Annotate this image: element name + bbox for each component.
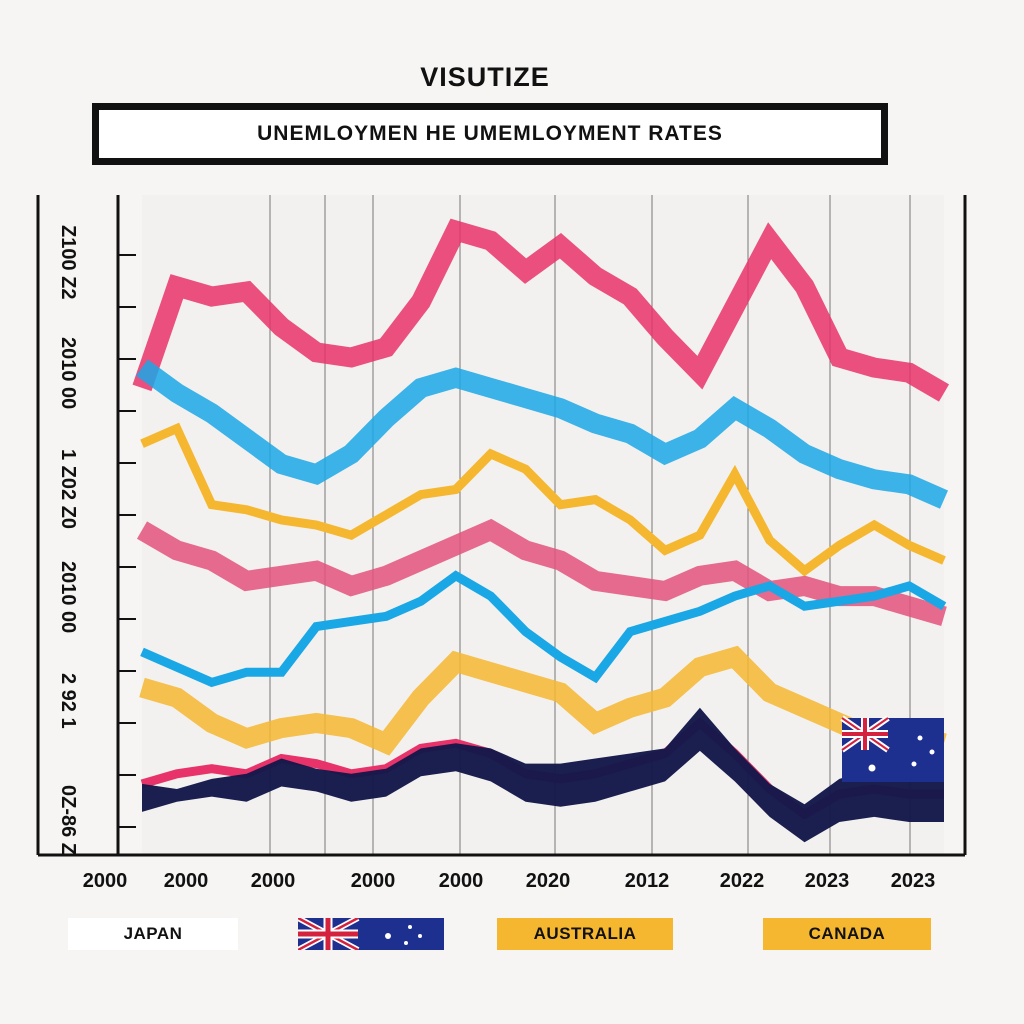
x-tick-label: 2022 [720,870,765,892]
flag-star [868,764,876,772]
chart-flag-australia [840,715,944,782]
x-tick-label: 2000 [164,870,209,892]
chart-subtitle-text: UNEMLOYMEN HE UMEMLOYMENT RATES [257,122,723,145]
series-area-7 [142,707,944,843]
x-tick-label: 2000 [351,870,396,892]
legend-label-australia: AUSTRALIA [533,924,637,943]
legend-canada: CANADA [763,918,931,950]
series-line-1 [136,359,949,509]
chart-title: VISUTIZE [420,62,550,92]
x-tick-label: 2012 [625,870,670,892]
y-tick-label: 2 92 1 [57,673,79,729]
series-line-5 [139,645,947,756]
flag-star [917,735,923,741]
series-line-0 [132,218,950,402]
flag-star [911,761,917,767]
legend-japan: JAPAN [68,918,238,950]
flag-cross [842,718,888,750]
legend-label-japan: JAPAN [123,924,183,943]
legend-australia: AUSTRALIA [497,918,673,950]
x-tick-label: 2000 [439,870,484,892]
y-tick-label: 2010 00 [57,561,79,633]
legend-label-canada: CANADA [808,924,886,943]
y-tick-label: 0Z-86 Z [57,785,79,855]
y-tick-label: 1 Z02 Z0 [57,449,79,529]
chart-subtitle: UNEMLOYMEN HE UMEMLOYMENT RATES [92,103,888,165]
x-tick-label: 2000 [251,870,296,892]
flag-star [929,749,935,755]
series-line-4 [140,570,947,688]
x-tick-label: 2020 [526,870,571,892]
legend-flag-australia [298,918,444,950]
y-tick-labels: Z100 Z2 2010 00 1 Z02 Z0 2010 00 2 92 1 0Z-86… [57,225,79,855]
series-line-2 [140,422,946,577]
x-tick-label: 2023 [805,870,850,892]
x-tick-label: 2023 [891,870,936,892]
y-tick-label: 2010 00 [57,337,79,409]
x-tick-label: 2000 [83,870,128,892]
series-line-3 [136,518,947,626]
y-tick-label: Z100 Z2 [57,225,79,299]
